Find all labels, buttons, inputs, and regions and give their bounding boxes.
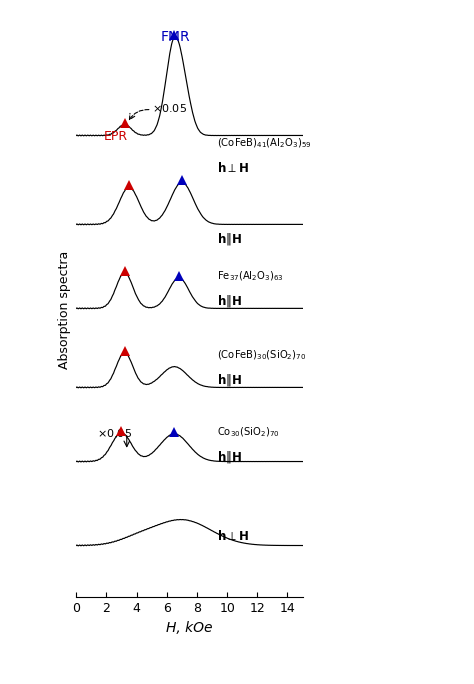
Text: FMR: FMR: [160, 30, 190, 44]
X-axis label: H, kOe: H, kOe: [166, 621, 213, 635]
Text: $\times$0.05: $\times$0.05: [97, 427, 132, 439]
Text: $\mathbf{h}$$\|$$\mathbf{H}$: $\mathbf{h}$$\|$$\mathbf{H}$: [217, 372, 242, 388]
Text: $\mathbf{h}$$\perp$$\mathbf{H}$: $\mathbf{h}$$\perp$$\mathbf{H}$: [217, 161, 248, 174]
Text: Co$_{30}$(SiO$_2$)$_{70}$: Co$_{30}$(SiO$_2$)$_{70}$: [217, 425, 279, 438]
Text: $\mathbf{h}$$\|$$\mathbf{H}$: $\mathbf{h}$$\|$$\mathbf{H}$: [217, 449, 242, 464]
Text: Fe$_{37}$(Al$_2$O$_3$)$_{63}$: Fe$_{37}$(Al$_2$O$_3$)$_{63}$: [217, 269, 283, 283]
Text: $\mathbf{h}$$\|$$\mathbf{H}$: $\mathbf{h}$$\|$$\mathbf{H}$: [217, 293, 242, 309]
Text: $\mathbf{h}$$\|$$\mathbf{H}$: $\mathbf{h}$$\|$$\mathbf{H}$: [217, 231, 242, 247]
Text: (CoFeB)$_{30}$(SiO$_2$)$_{70}$: (CoFeB)$_{30}$(SiO$_2$)$_{70}$: [217, 349, 306, 362]
Text: $\times$0.05: $\times$0.05: [153, 103, 187, 114]
Text: EPR: EPR: [104, 130, 128, 143]
Text: $\mathbf{h}$$\perp$$\mathbf{H}$: $\mathbf{h}$$\perp$$\mathbf{H}$: [217, 529, 248, 542]
Text: (CoFeB)$_{41}$(Al$_2$O$_3$)$_{59}$: (CoFeB)$_{41}$(Al$_2$O$_3$)$_{59}$: [217, 136, 311, 150]
Y-axis label: Absorption spectra: Absorption spectra: [58, 250, 71, 369]
